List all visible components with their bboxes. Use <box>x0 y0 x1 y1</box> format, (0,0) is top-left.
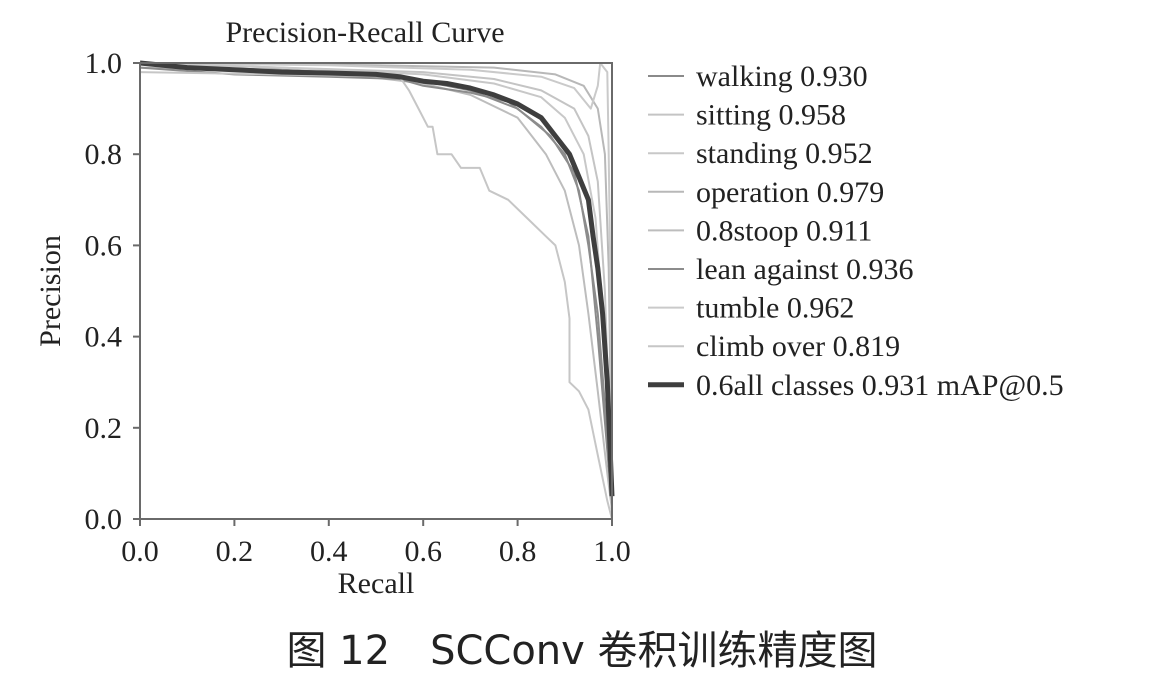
pr-curve-series-6 <box>139 62 613 483</box>
x-tick-label: 0.2 <box>216 535 254 568</box>
legend-label: 0.6all classes 0.931 mAP@0.5 <box>696 369 1064 402</box>
pr-curve-series-8 <box>139 60 615 497</box>
plot-frame <box>139 62 613 520</box>
legend-label: 0.8stoop 0.911 <box>696 214 872 247</box>
axis-ticks: 0.0 0.2 0.4 0.6 0.8 1.0 0.0 0.2 0.4 0.6 0.8 1.0 <box>85 47 631 568</box>
legend-label: walking 0.930 <box>696 60 868 93</box>
legend-label: climb over 0.819 <box>696 330 900 363</box>
x-axis-label: Recall <box>338 567 415 600</box>
pr-chart: Precision-Recall Curve 0.0 0.2 0.4 0.6 0.8 1.… <box>34 16 1064 600</box>
pr-curve-series-5 <box>139 66 613 501</box>
legend-label: lean against 0.936 <box>696 253 913 286</box>
pr-curve-series-3 <box>139 62 613 492</box>
y-tick-label: 0.0 <box>85 503 123 536</box>
pr-curves <box>139 60 615 520</box>
legend-label: operation 0.979 <box>696 176 884 209</box>
x-tick-label: 1.0 <box>593 535 631 568</box>
y-tick-label: 0.6 <box>85 229 123 262</box>
x-tick-label: 0.0 <box>121 535 159 568</box>
pr-curve-series-4 <box>139 66 613 511</box>
x-tick-label: 0.6 <box>404 535 442 568</box>
pr-curve-series-0 <box>139 62 613 510</box>
pr-curve-series-7 <box>139 71 613 520</box>
legend-label: standing 0.952 <box>696 137 873 170</box>
y-tick-label: 0.8 <box>85 138 123 171</box>
figure-caption: 图 12 SCConv 卷积训练精度图 <box>286 628 878 674</box>
chart-title: Precision-Recall Curve <box>225 16 504 49</box>
legend: walking 0.930 sitting 0.958 standing 0.952… <box>648 60 1064 402</box>
y-tick-label: 1.0 <box>85 47 123 80</box>
legend-label: sitting 0.958 <box>696 99 846 132</box>
x-tick-label: 0.8 <box>499 535 537 568</box>
y-tick-label: 0.2 <box>85 412 123 445</box>
y-tick-label: 0.4 <box>85 321 123 354</box>
y-axis-label: Precision <box>34 235 67 347</box>
x-tick-label: 0.4 <box>310 535 348 568</box>
legend-label: tumble 0.962 <box>696 292 854 325</box>
pr-curve-series-2 <box>139 62 613 510</box>
